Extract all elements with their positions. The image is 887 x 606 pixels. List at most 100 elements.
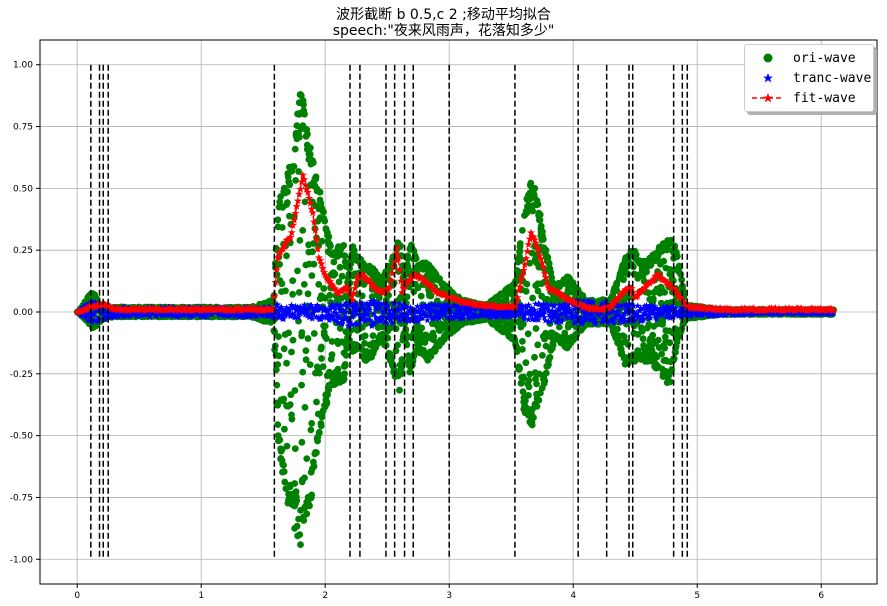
tranc-wave-point xyxy=(552,311,560,319)
ori-wave-point xyxy=(341,252,349,260)
tranc-wave-point xyxy=(305,312,313,320)
tranc-wave-point xyxy=(387,316,395,323)
tranc-wave-point xyxy=(537,308,544,315)
tranc-wave-point xyxy=(748,310,756,317)
ori-wave-point xyxy=(284,199,291,207)
tranc-wave-point xyxy=(290,304,297,312)
tranc-wave-point xyxy=(372,313,380,321)
series-fit-wave xyxy=(73,170,838,316)
ori-wave-point xyxy=(274,401,282,409)
fit-wave-point xyxy=(313,244,322,253)
tranc-wave-point xyxy=(680,308,688,316)
tranc-wave-point xyxy=(532,300,539,307)
ori-wave-point xyxy=(529,294,536,302)
ori-wave-point xyxy=(620,276,627,284)
fit-wave-point xyxy=(527,228,535,237)
ori-wave-point xyxy=(307,144,314,152)
fit-wave-point xyxy=(274,253,283,262)
ori-wave-point xyxy=(522,397,529,405)
tranc-wave-point xyxy=(464,303,472,310)
tranc-wave-point xyxy=(301,311,309,318)
fit-wave-point xyxy=(406,275,415,283)
fit-wave-point xyxy=(566,295,575,304)
tranc-wave-point xyxy=(630,302,638,310)
tranc-wave-point xyxy=(412,308,419,315)
tranc-wave-point xyxy=(636,307,644,314)
tranc-wave-point xyxy=(440,311,448,318)
tranc-wave-point xyxy=(126,311,134,319)
tranc-wave-point xyxy=(308,315,316,322)
tranc-wave-point xyxy=(674,312,682,320)
tranc-wave-point xyxy=(662,305,669,312)
tranc-wave-point xyxy=(380,300,388,307)
fit-wave-point xyxy=(426,280,435,289)
tranc-wave-point xyxy=(512,312,520,320)
ori-wave-point xyxy=(673,252,681,260)
fit-wave-point xyxy=(568,296,576,305)
ori-wave-point xyxy=(519,346,526,353)
ori-wave-point xyxy=(340,242,348,249)
ori-wave-point xyxy=(308,272,316,279)
fit-wave-point xyxy=(320,268,328,276)
tranc-wave-point xyxy=(502,313,510,320)
tranc-wave-point xyxy=(424,316,431,324)
fit-wave-point xyxy=(550,286,559,295)
fit-wave-point xyxy=(441,290,450,298)
tranc-wave-point xyxy=(441,308,449,315)
fit-wave-point xyxy=(300,175,309,183)
tranc-wave-point xyxy=(551,308,559,315)
ori-wave-point xyxy=(330,258,338,266)
tranc-wave-point xyxy=(253,312,261,320)
tranc-wave-point xyxy=(809,309,817,316)
tranc-wave-point xyxy=(443,301,451,309)
ori-wave-point xyxy=(671,242,679,250)
tranc-wave-point xyxy=(486,314,494,321)
tranc-wave-point xyxy=(340,301,348,309)
tranc-wave-point xyxy=(554,305,562,312)
tranc-wave-point xyxy=(350,304,358,311)
tranc-wave-point xyxy=(670,303,677,310)
tranc-wave-point xyxy=(527,307,534,314)
tranc-wave-point xyxy=(564,304,572,312)
fit-wave-point xyxy=(519,266,528,274)
ori-wave-point xyxy=(519,320,527,328)
ori-wave-point xyxy=(342,352,350,359)
tranc-wave-point xyxy=(562,306,570,313)
tranc-wave-point xyxy=(592,319,600,326)
fit-wave-point xyxy=(289,221,297,229)
fit-wave-point xyxy=(227,304,235,312)
fit-wave-point xyxy=(395,265,404,273)
tranc-wave-point xyxy=(297,303,304,310)
tranc-wave-point xyxy=(353,310,361,317)
ori-wave-point xyxy=(276,198,284,206)
tranc-wave-point xyxy=(615,307,623,314)
ori-wave-point xyxy=(525,376,533,384)
tranc-wave-point xyxy=(522,302,529,310)
tranc-wave-point xyxy=(342,314,350,321)
fit-wave-point xyxy=(293,196,302,205)
fit-wave-point xyxy=(328,281,337,290)
tranc-wave-point xyxy=(466,305,474,313)
fit-wave-point xyxy=(512,298,521,306)
fit-wave-point xyxy=(255,304,264,313)
ori-wave-point xyxy=(285,329,292,337)
fit-wave-point xyxy=(541,273,550,281)
tranc-wave-point xyxy=(580,307,588,314)
tranc-wave-point xyxy=(597,303,605,310)
tranc-wave-point xyxy=(548,301,555,308)
tranc-wave-point xyxy=(557,318,565,325)
tranc-wave-point xyxy=(388,306,396,313)
tranc-wave-point xyxy=(461,306,469,313)
tranc-wave-point xyxy=(525,316,532,323)
ori-wave-point xyxy=(406,368,414,376)
tranc-wave-point xyxy=(637,304,645,311)
ori-wave-point xyxy=(291,387,299,394)
fit-wave-point xyxy=(510,303,519,311)
fit-wave-point xyxy=(514,286,523,294)
tranc-wave-point xyxy=(563,314,571,321)
ori-wave-point xyxy=(520,373,527,381)
fit-wave-point xyxy=(386,276,395,284)
tranc-wave-point xyxy=(548,310,555,317)
tranc-wave-point xyxy=(421,310,428,317)
tranc-wave-point xyxy=(458,304,466,311)
